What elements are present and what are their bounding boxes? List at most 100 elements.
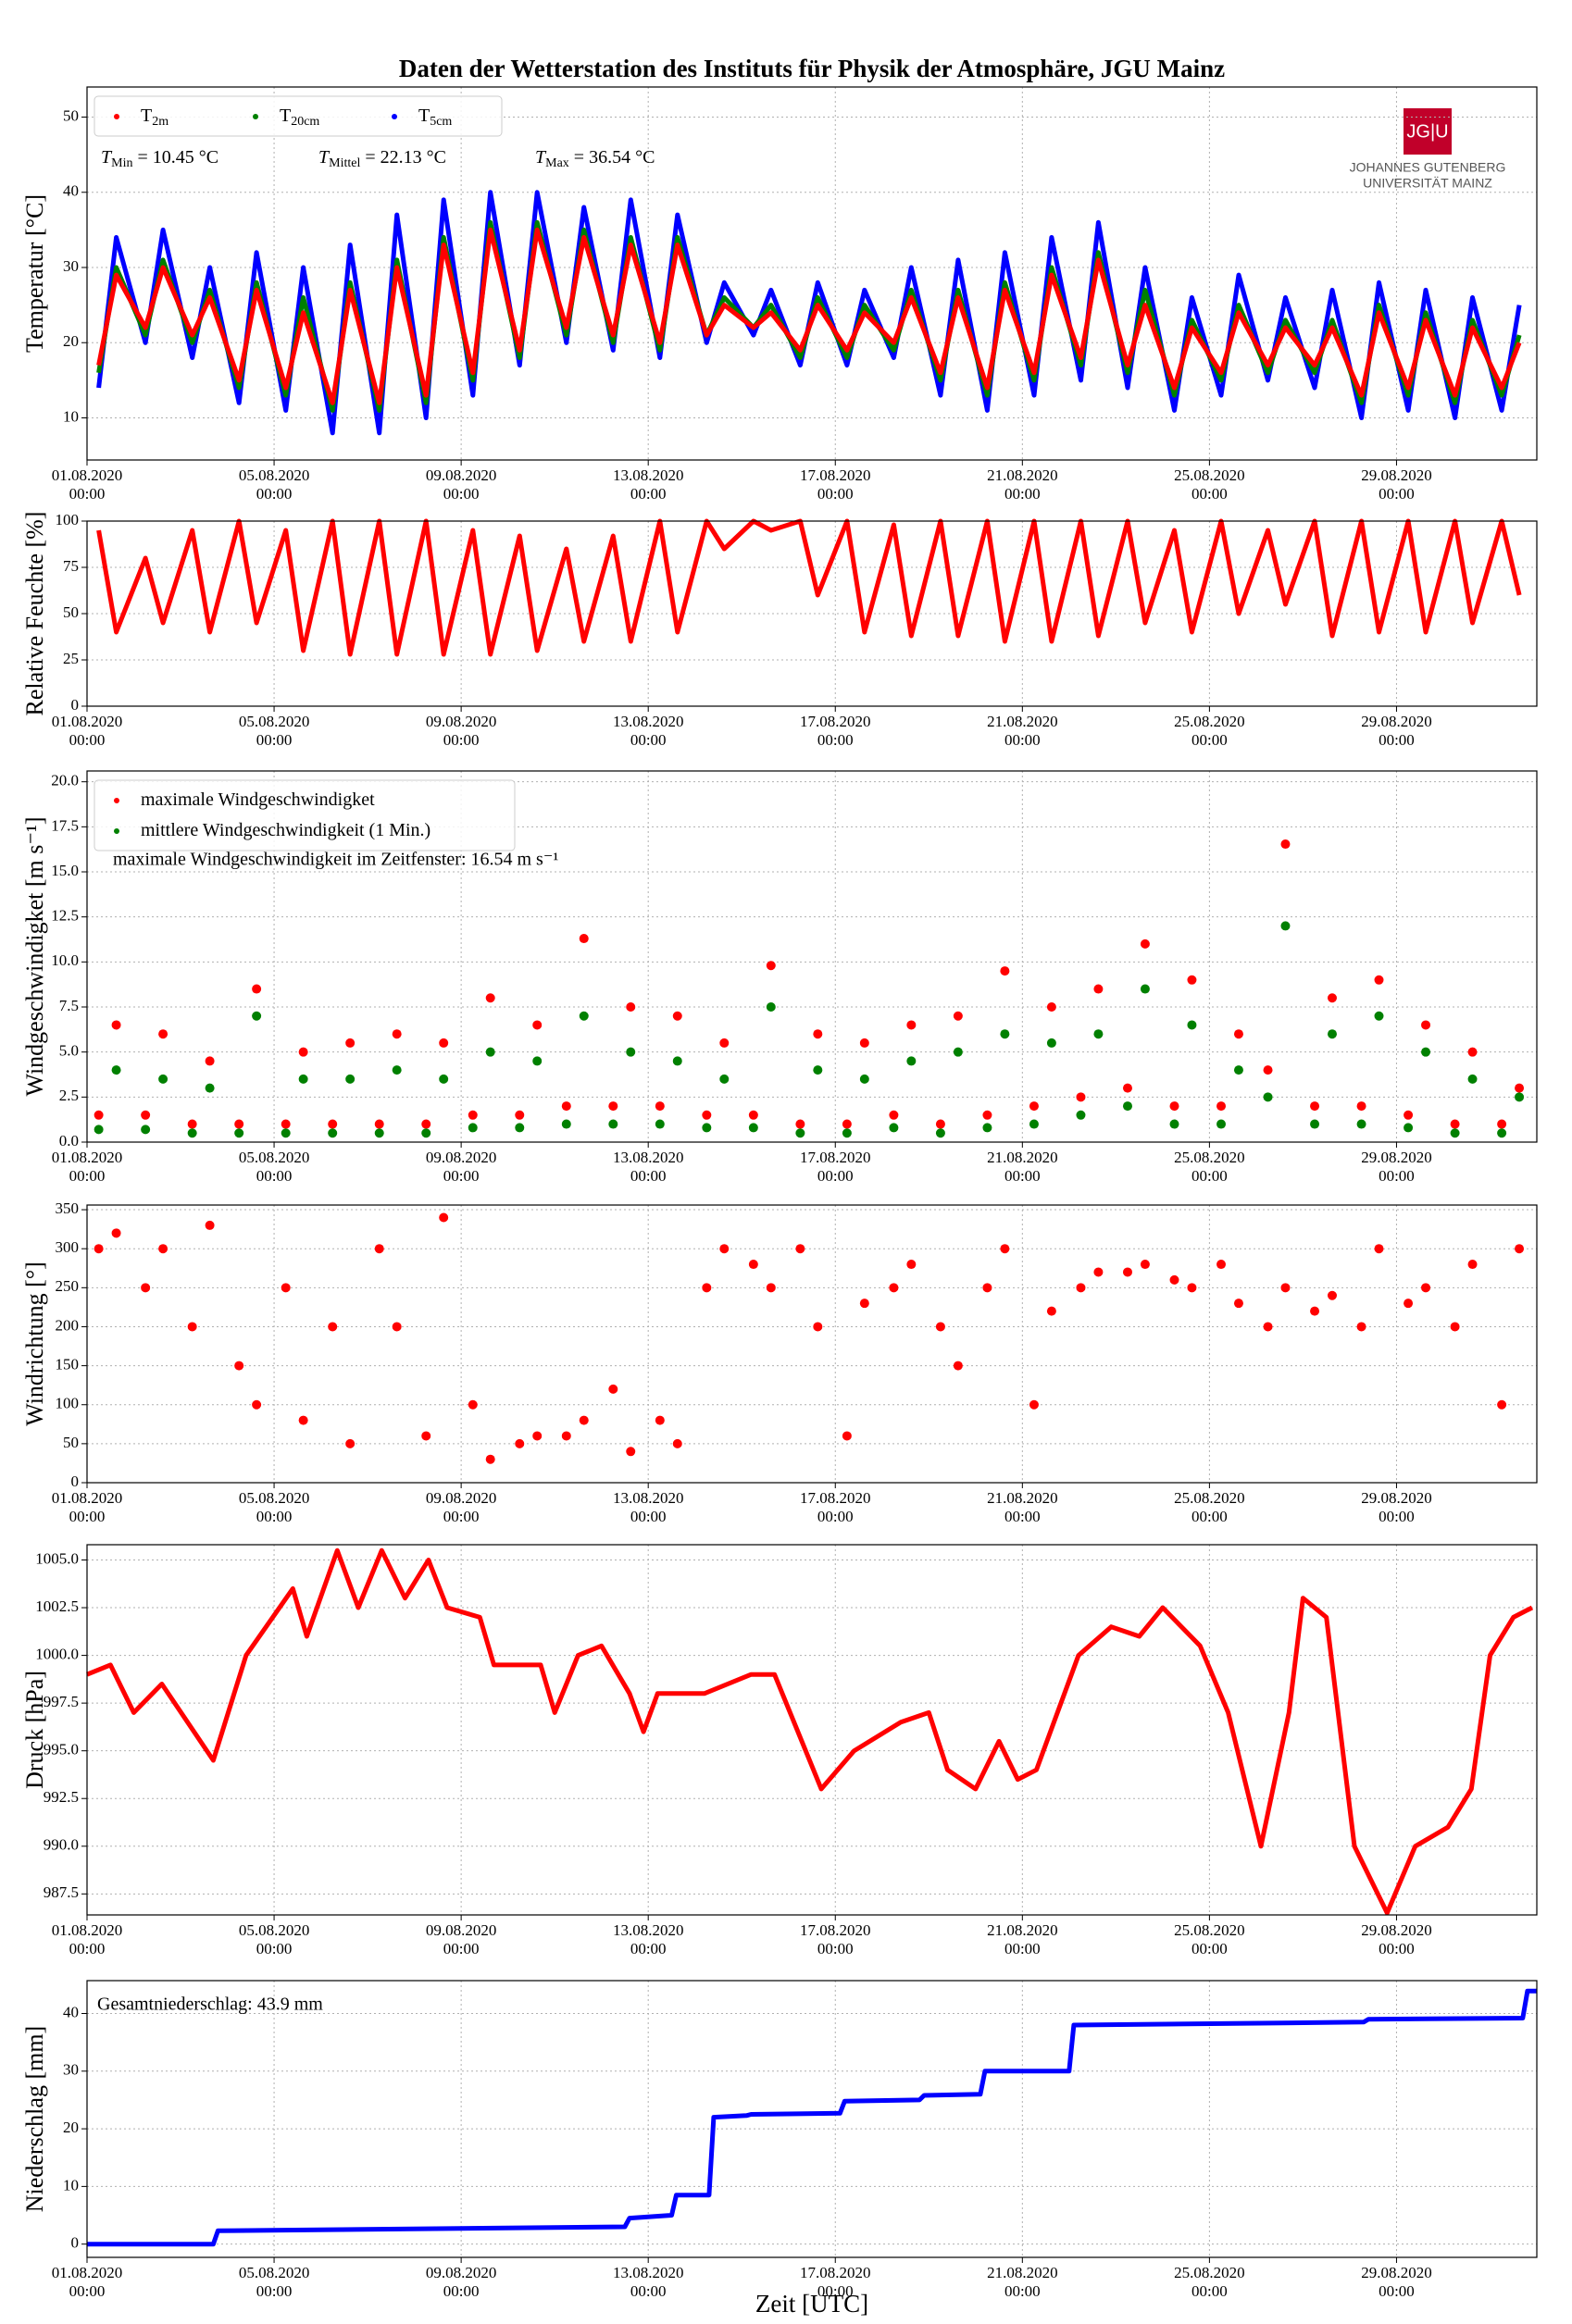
data-point xyxy=(532,1056,543,1066)
y-tick-label: 30 xyxy=(63,257,79,275)
stat-subscript: Max xyxy=(545,156,569,170)
data-point xyxy=(813,1322,823,1332)
y-tick-label: 0 xyxy=(71,2234,80,2252)
data-point xyxy=(252,984,262,994)
data-point xyxy=(439,1074,449,1084)
x-tick-label: 05.08.2020 00:00 xyxy=(239,466,310,503)
data-point xyxy=(345,1438,356,1448)
data-point xyxy=(94,1125,104,1135)
data-point xyxy=(1046,1306,1056,1316)
y-tick-label: 1000.0 xyxy=(35,1645,79,1662)
y-tick-label: 30 xyxy=(63,2061,79,2079)
y-tick-label: 987.5 xyxy=(44,1883,79,1901)
x-tick-label: 13.08.2020 00:00 xyxy=(613,2264,684,2300)
legend-label: mittlere Windgeschwindigkeit (1 Min.) xyxy=(141,820,430,840)
x-tick-label: 25.08.2020 00:00 xyxy=(1174,1149,1245,1185)
data-point xyxy=(345,1074,356,1084)
data-point xyxy=(1169,1119,1179,1129)
data-point xyxy=(1374,975,1384,985)
x-tick-label: 21.08.2020 00:00 xyxy=(987,713,1058,749)
legend-label: T5cm xyxy=(418,106,452,130)
data-point xyxy=(842,1128,852,1138)
panel: 0 50 100 150 200 250 300 350 01.08.2020 00:00 05.0… xyxy=(21,1199,1538,1525)
data-point xyxy=(953,1011,963,1021)
x-tick-label: 25.08.2020 00:00 xyxy=(1174,2264,1245,2300)
data-point xyxy=(672,1056,682,1066)
data-point xyxy=(1029,1399,1039,1410)
x-tick-label: 01.08.2020 00:00 xyxy=(52,2264,123,2300)
y-axis-label: Temperatur [°C] xyxy=(21,194,48,353)
data-point xyxy=(982,1123,992,1133)
x-tick-label: 13.08.2020 00:00 xyxy=(613,1921,684,1957)
data-point xyxy=(1327,1290,1337,1300)
stat-text: = 36.54 °C xyxy=(569,147,655,168)
logo: JG|U JOHANNES GUTENBERG UNIVERSITÄT MAIN… xyxy=(1350,108,1506,191)
legend-label: maximale Windgeschwindigket xyxy=(141,789,375,810)
data-point xyxy=(1310,1101,1320,1112)
x-tick-label: 29.08.2020 00:00 xyxy=(1361,466,1432,503)
data-point xyxy=(1233,1029,1243,1039)
x-tick-label: 25.08.2020 00:00 xyxy=(1174,713,1245,749)
data-point xyxy=(1187,1020,1197,1030)
data-point xyxy=(608,1384,618,1394)
data-line xyxy=(86,1547,1534,1916)
stat-text: = 10.45 °C xyxy=(132,147,218,168)
data-point xyxy=(374,1119,384,1129)
y-axis-label: Druck [hPa] xyxy=(21,1671,48,1789)
legend-name: T xyxy=(280,106,291,126)
x-tick-label: 05.08.2020 00:00 xyxy=(239,2264,310,2300)
data-point xyxy=(515,1110,525,1120)
legend-label: T2m xyxy=(141,106,168,130)
y-tick-label: 0.0 xyxy=(59,1132,79,1150)
legend-subscript: 20cm xyxy=(291,115,319,129)
logo-line: UNIVERSITÄT MAINZ xyxy=(1363,176,1492,191)
legend-subscript: 5cm xyxy=(430,115,452,129)
y-tick-label: 250 xyxy=(56,1277,80,1295)
logo-mark: JG|U xyxy=(1406,121,1448,142)
stat-symbol: T xyxy=(318,147,331,168)
x-tick-label: 17.08.2020 00:00 xyxy=(800,1149,871,1185)
data-point xyxy=(1450,1119,1460,1129)
logo-line: JOHANNES GUTENBERG xyxy=(1350,160,1506,175)
data-point xyxy=(111,1065,121,1075)
y-tick-label: 2.5 xyxy=(59,1087,79,1104)
stat-label: TMax = 36.54 °C xyxy=(535,147,655,171)
data-point xyxy=(906,1020,917,1030)
y-tick-label: 150 xyxy=(56,1356,80,1373)
data-point xyxy=(158,1074,168,1084)
data-point xyxy=(1280,921,1291,931)
y-tick-label: 10 xyxy=(63,2176,79,2194)
y-tick-label: 40 xyxy=(63,2003,79,2020)
data-point xyxy=(94,1110,104,1120)
x-tick-label: 21.08.2020 00:00 xyxy=(987,1489,1058,1525)
data-point xyxy=(935,1128,945,1138)
data-point xyxy=(1216,1260,1227,1270)
data-point xyxy=(1187,1283,1197,1293)
panel: 0 25 50 75 100 01.08.2020 00:00 05.08.2020 00:00… xyxy=(21,511,1538,749)
data-point xyxy=(439,1212,449,1223)
x-tick-label: 01.08.2020 00:00 xyxy=(52,466,123,503)
data-point xyxy=(1280,839,1291,850)
stat-label: TMin = 10.45 °C xyxy=(101,147,218,171)
data-point xyxy=(205,1220,215,1230)
data-point xyxy=(579,934,589,944)
data-point xyxy=(842,1119,852,1129)
legend-marker xyxy=(114,828,119,834)
legend-marker xyxy=(253,114,258,119)
x-tick-label: 21.08.2020 00:00 xyxy=(987,466,1058,503)
data-point xyxy=(859,1038,869,1048)
data-point xyxy=(1327,993,1337,1003)
plot-frame xyxy=(86,86,1538,461)
y-tick-label: 200 xyxy=(56,1316,80,1334)
data-point xyxy=(1233,1065,1243,1075)
data-point xyxy=(1233,1299,1243,1309)
y-tick-label: 20.0 xyxy=(51,772,79,789)
data-point xyxy=(1263,1092,1273,1102)
data-point xyxy=(1356,1119,1366,1129)
data-point xyxy=(1029,1119,1039,1129)
data-point xyxy=(158,1029,168,1039)
x-tick-label: 25.08.2020 00:00 xyxy=(1174,466,1245,503)
data-point xyxy=(579,1415,589,1425)
data-point xyxy=(859,1074,869,1084)
legend-subscript: 2m xyxy=(152,115,168,129)
